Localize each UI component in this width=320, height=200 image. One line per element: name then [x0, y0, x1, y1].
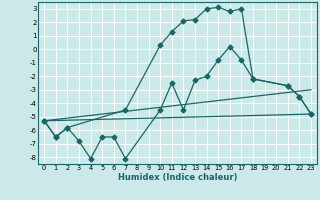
X-axis label: Humidex (Indice chaleur): Humidex (Indice chaleur) — [118, 173, 237, 182]
